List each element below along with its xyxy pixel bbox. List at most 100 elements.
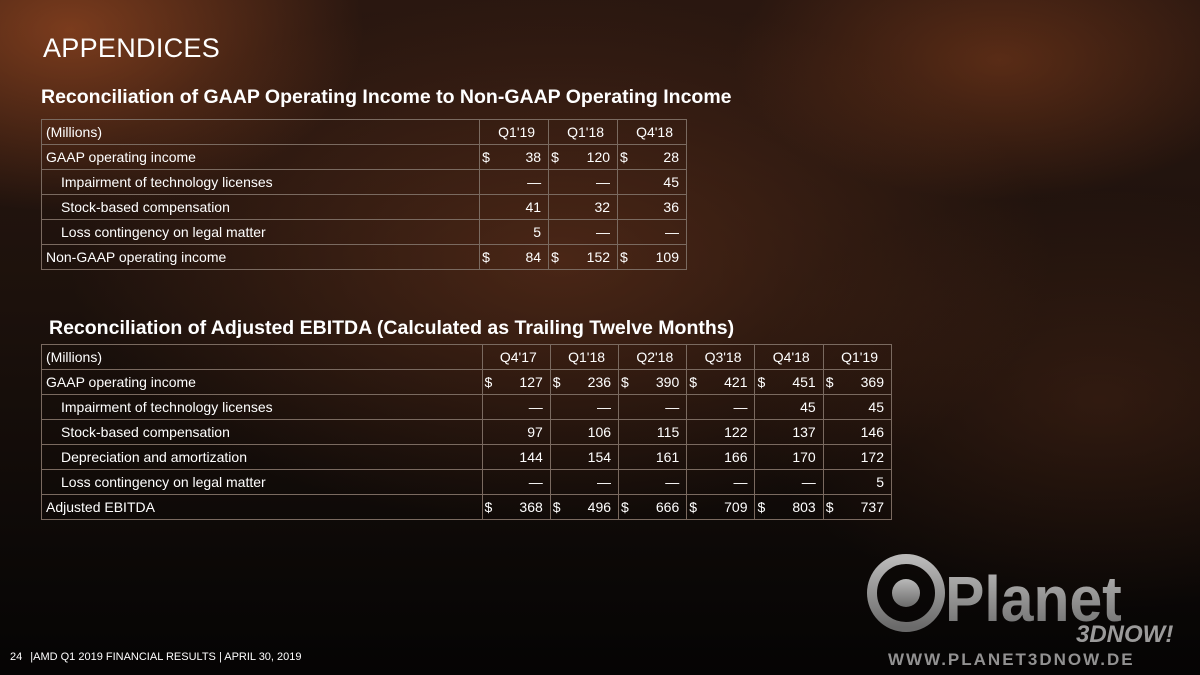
- cell-value: 666: [655, 499, 680, 515]
- currency-symbol: $: [689, 499, 698, 515]
- cell-value: 146: [860, 424, 884, 440]
- watermark-url: WWW.PLANET3DNOW.DE: [888, 650, 1135, 669]
- table-cell: $152: [548, 244, 619, 270]
- table-row: Adjusted EBITDA $368 $496 $666 $709 $803 $737: [41, 494, 893, 520]
- cell-value: 236: [587, 374, 612, 390]
- currency-symbol: $: [484, 374, 493, 390]
- cell-value: 120: [586, 149, 611, 165]
- table-cell: 36: [617, 194, 687, 220]
- row-label: Stock-based compensation: [41, 419, 483, 445]
- section-title-gaap-reconciliation: Reconciliation of GAAP Operating Income …: [41, 86, 732, 108]
- table-cell: 166: [686, 444, 756, 470]
- table-cell: —: [549, 469, 620, 495]
- cell-value: —: [528, 474, 543, 490]
- cell-value: —: [596, 174, 611, 190]
- table-cell: —: [549, 394, 620, 420]
- table-cell: —: [686, 394, 756, 420]
- table-cell: —: [754, 469, 824, 495]
- planet3dnow-watermark-logo: Planet 3DNOW! WWW.PLANET3DNOW.DE: [867, 554, 1173, 669]
- cell-value: 45: [663, 174, 679, 190]
- cell-value: 144: [519, 449, 543, 465]
- table-cell: $236: [549, 369, 620, 395]
- table-cell: $368: [481, 494, 551, 520]
- table-cell: $709: [686, 494, 756, 520]
- cell-value: —: [665, 399, 680, 415]
- cell-value: —: [801, 474, 816, 490]
- currency-symbol: $: [551, 249, 559, 265]
- page-number: 24: [10, 651, 23, 663]
- cell-value: —: [733, 474, 748, 490]
- cell-value: 737: [860, 499, 884, 515]
- column-header: Q1'18: [548, 119, 619, 145]
- table-cell: $84: [479, 244, 550, 270]
- table-cell: —: [481, 469, 551, 495]
- units-label: (Millions): [41, 344, 483, 370]
- row-label: Non-GAAP operating income: [40, 244, 481, 270]
- table-cell: $28: [617, 144, 687, 170]
- currency-symbol: $: [482, 149, 490, 165]
- currency-symbol: $: [757, 374, 766, 390]
- row-label: Impairment of technology licenses: [41, 394, 483, 420]
- footer: 24 |AMD Q1 2019 FINANCIAL RESULTS | APRIL…: [10, 651, 302, 663]
- table-cell: 97: [481, 419, 551, 445]
- table-cell: —: [617, 219, 687, 245]
- units-label: (Millions): [40, 119, 481, 145]
- cell-value: 166: [724, 449, 748, 465]
- table-cell: 45: [617, 169, 687, 195]
- page-title: APPENDICES: [43, 33, 221, 63]
- currency-symbol: $: [552, 499, 561, 515]
- column-header: Q3'18: [686, 344, 756, 370]
- cell-value: 45: [868, 399, 884, 415]
- cell-value: 5: [876, 474, 884, 490]
- column-header: Q2'18: [618, 344, 688, 370]
- table-row: Impairment of technology licenses — — 45: [40, 169, 687, 195]
- table-cell: $451: [754, 369, 824, 395]
- table-cell: $666: [618, 494, 688, 520]
- table-cell: $109: [617, 244, 687, 270]
- table-cell: 41: [479, 194, 550, 220]
- currency-symbol: $: [757, 499, 766, 515]
- cell-value: 45: [800, 399, 816, 415]
- cell-value: 390: [655, 374, 680, 390]
- cell-value: 803: [792, 499, 816, 515]
- cell-value: 97: [527, 424, 543, 440]
- currency-symbol: $: [552, 374, 561, 390]
- table-cell: —: [548, 219, 619, 245]
- cell-value: 106: [587, 424, 612, 440]
- cell-value: 172: [860, 449, 884, 465]
- table-cell: 146: [822, 419, 893, 445]
- currency-symbol: $: [621, 499, 629, 515]
- table-cell: 32: [548, 194, 619, 220]
- column-header: Q4'17: [481, 344, 551, 370]
- table-cell: 172: [822, 444, 893, 470]
- cell-value: 170: [792, 449, 816, 465]
- cell-value: 369: [860, 374, 884, 390]
- row-label: GAAP operating income: [41, 369, 483, 395]
- cell-value: —: [665, 224, 679, 240]
- currency-symbol: $: [484, 499, 493, 515]
- row-label: Loss contingency on legal matter: [40, 219, 481, 245]
- table-cell: 5: [479, 219, 550, 245]
- cell-value: 84: [525, 249, 542, 265]
- currency-symbol: $: [551, 149, 559, 165]
- cell-value: 109: [655, 249, 679, 265]
- table-cell: 115: [618, 419, 688, 445]
- cell-value: —: [596, 224, 611, 240]
- table-row: Depreciation and amortization 144 154 161 16…: [41, 444, 893, 470]
- table-cell: —: [479, 169, 550, 195]
- currency-symbol: $: [689, 374, 698, 390]
- row-label: Adjusted EBITDA: [41, 494, 483, 520]
- table-cell: 170: [754, 444, 824, 470]
- table-cell: $120: [548, 144, 619, 170]
- currency-symbol: $: [621, 374, 629, 390]
- column-header: Q1'19: [822, 344, 893, 370]
- table-cell: $496: [549, 494, 620, 520]
- cell-value: 368: [519, 499, 543, 515]
- currency-symbol: $: [620, 249, 628, 265]
- table-row: GAAP operating income $38 $120 $28: [40, 144, 687, 170]
- table-cell: $127: [481, 369, 551, 395]
- table-row: Loss contingency on legal matter — — — — — 5: [41, 469, 893, 495]
- table-row: Non-GAAP operating income $84 $152 $109: [40, 244, 687, 270]
- cell-value: —: [528, 399, 543, 415]
- column-header: Q1'19: [479, 119, 550, 145]
